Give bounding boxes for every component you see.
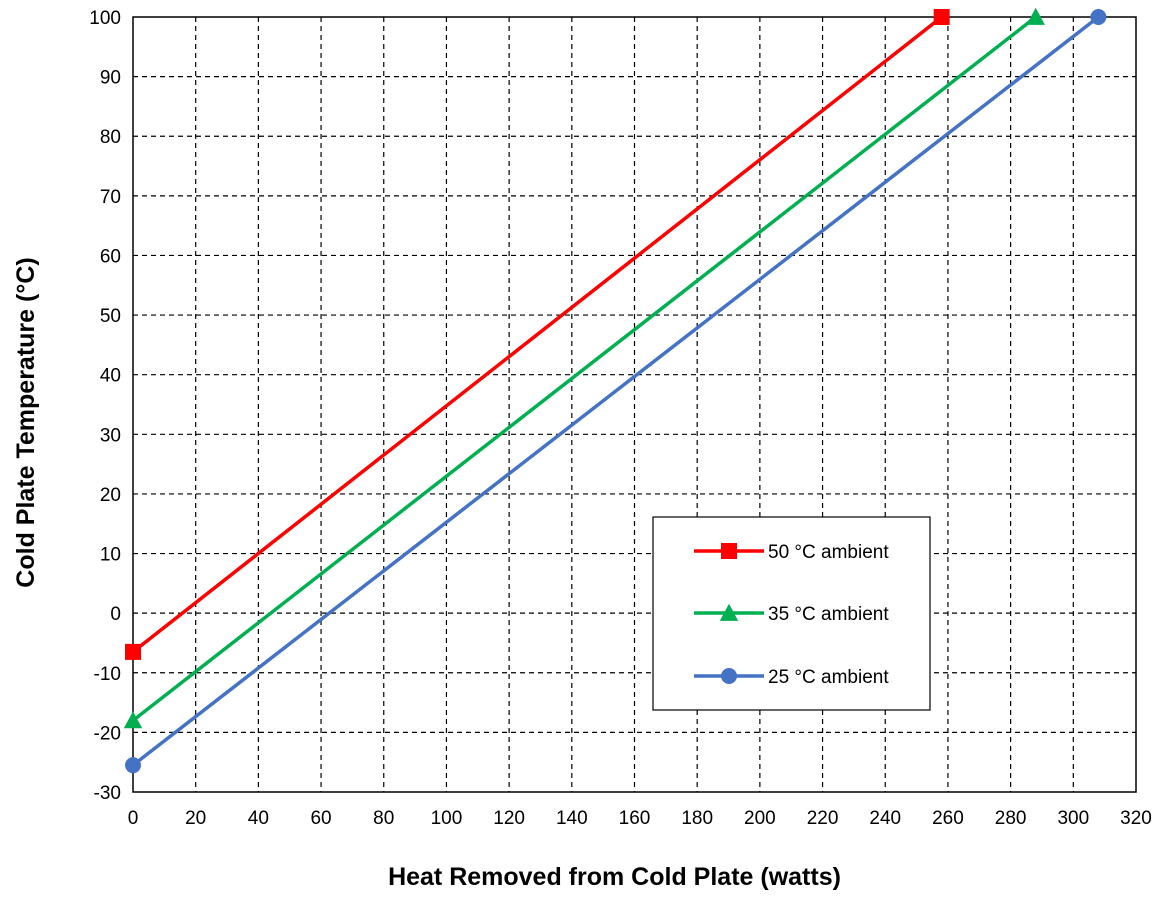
x-tick-label: 20: [185, 808, 206, 829]
legend-entry: 50 °C ambient: [694, 542, 889, 563]
square-marker: [125, 643, 141, 660]
y-tick-label: 0: [110, 604, 121, 625]
y-tick-label: 10: [100, 545, 121, 566]
y-tick-label: -30: [94, 783, 121, 804]
x-tick-label: 280: [995, 808, 1027, 829]
y-tick-label: 40: [100, 366, 121, 387]
triangle-marker: [123, 711, 143, 729]
legend-entry: 35 °C ambient: [694, 603, 889, 625]
series-line: [131, 15, 943, 654]
legend-box: [652, 516, 931, 711]
legend-label: 50 °C ambient: [768, 542, 889, 563]
data-series: [123, 7, 1107, 774]
y-tick-label: 100: [89, 8, 121, 29]
y-tick-label: 80: [100, 127, 121, 148]
y-tick-label: 30: [100, 425, 121, 446]
square-marker: [721, 543, 737, 559]
x-tick-label: 100: [431, 808, 463, 829]
legend-label: 25 °C ambient: [768, 667, 889, 688]
x-tick-label: 300: [1057, 808, 1089, 829]
x-tick-label: 180: [681, 808, 713, 829]
series-group: [125, 9, 1107, 774]
series-line: [131, 15, 1100, 767]
y-tick-label: -10: [94, 664, 121, 685]
grid: [133, 17, 1136, 792]
triangle-marker: [1026, 7, 1045, 25]
x-tick-label: 80: [373, 808, 394, 829]
x-tick-label: 200: [744, 808, 776, 829]
x-tick-label: 260: [932, 808, 964, 829]
x-tick-label: 0: [128, 808, 139, 829]
x-tick-label: 60: [310, 808, 331, 829]
x-tick-label: 120: [493, 808, 525, 829]
circle-marker: [125, 757, 141, 774]
x-tick-label: 240: [869, 808, 901, 829]
y-tick-label: 20: [100, 485, 121, 506]
plot-area-frame: [132, 16, 1137, 793]
x-tick-label: 40: [248, 808, 269, 829]
x-tick-labels: 0 20 40 60 80 100 120 140 160 180 200 220 240 260 280 3…: [128, 808, 1152, 829]
x-tick-label: 220: [807, 808, 839, 829]
x-tick-label: 320: [1120, 808, 1152, 829]
series-group: [123, 7, 1045, 729]
square-marker: [933, 9, 950, 25]
y-tick-label: 60: [100, 246, 121, 267]
circle-marker: [1090, 9, 1107, 25]
legend-label: 35 °C ambient: [768, 604, 889, 625]
series-line: [131, 15, 1037, 722]
y-tick-label: 90: [100, 68, 121, 89]
x-tick-label: 160: [619, 808, 651, 829]
y-tick-label: 50: [100, 306, 121, 327]
x-tick-label: 140: [556, 808, 588, 829]
legend: 50 °C ambient 35 °C ambient 25 °C ambient: [652, 516, 931, 711]
series-group: [125, 9, 950, 660]
triangle-marker: [719, 603, 739, 621]
legend-entry: 25 °C ambient: [694, 667, 889, 688]
y-tick-label: -20: [94, 723, 121, 744]
x-axis-title: Heat Removed from Cold Plate (watts): [388, 863, 841, 891]
circle-marker: [721, 668, 737, 684]
y-tick-label: 70: [100, 187, 121, 208]
y-tick-labels: -30 -20 -10 0 10 20 30 40 50 60 70 80 90 100: [89, 8, 121, 804]
y-axis-title: Cold Plate Temperature (°C): [12, 257, 40, 587]
